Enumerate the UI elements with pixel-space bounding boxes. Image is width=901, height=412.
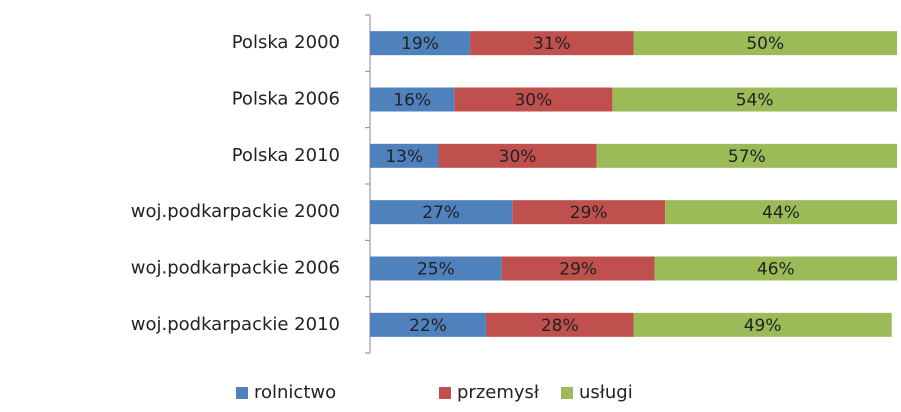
data-label: 29% (570, 203, 608, 223)
bar-segment (370, 87, 455, 112)
bar-segment (370, 312, 486, 337)
data-label: 44% (762, 203, 800, 223)
bar-segment (438, 143, 597, 168)
y-tick-label: Polska 2000 (232, 32, 340, 53)
data-label: 16% (393, 91, 431, 111)
data-label: 28% (541, 316, 579, 336)
data-label: 30% (514, 91, 552, 111)
data-label: 29% (559, 260, 597, 280)
bar-segment (370, 143, 439, 168)
legend-swatch (236, 387, 248, 399)
data-label: 13% (385, 147, 423, 167)
data-label: 50% (746, 34, 784, 54)
bar-segment (633, 312, 892, 337)
bar-segment (596, 143, 897, 168)
data-label: 54% (736, 91, 774, 111)
bar-segment (470, 31, 634, 56)
bar-segment (370, 256, 502, 281)
bar-segment (612, 87, 897, 112)
data-label: 49% (744, 316, 782, 336)
data-label: 27% (422, 203, 460, 223)
data-label: 57% (728, 147, 766, 167)
y-tick-label: woj.podkarpackie 2006 (131, 258, 340, 279)
y-tick-label: Polska 2006 (232, 89, 340, 110)
data-label: 25% (417, 260, 455, 280)
bar-segment (665, 200, 897, 225)
y-tick-label: woj.podkarpackie 2010 (131, 314, 340, 335)
bar-segment (501, 256, 655, 281)
data-label: 31% (533, 34, 571, 54)
bar-segment (485, 312, 634, 337)
bar-segment (654, 256, 897, 281)
bar-segment (370, 31, 471, 56)
legend-label: rolnictwo (254, 382, 336, 403)
legend-swatch (561, 387, 573, 399)
legend-label: usługi (579, 382, 633, 403)
bar-segment (454, 87, 613, 112)
bar-segment (370, 200, 513, 225)
data-label: 30% (499, 147, 537, 167)
y-tick-label: Polska 2010 (232, 145, 340, 166)
legend-label: przemysł (457, 382, 540, 403)
bar-segment (512, 200, 666, 225)
data-label: 22% (409, 316, 447, 336)
y-tick-label: woj.podkarpackie 2000 (131, 201, 340, 222)
legend-swatch (439, 387, 451, 399)
bar-segment (633, 31, 897, 56)
data-label: 19% (401, 34, 439, 54)
data-label: 46% (757, 260, 795, 280)
